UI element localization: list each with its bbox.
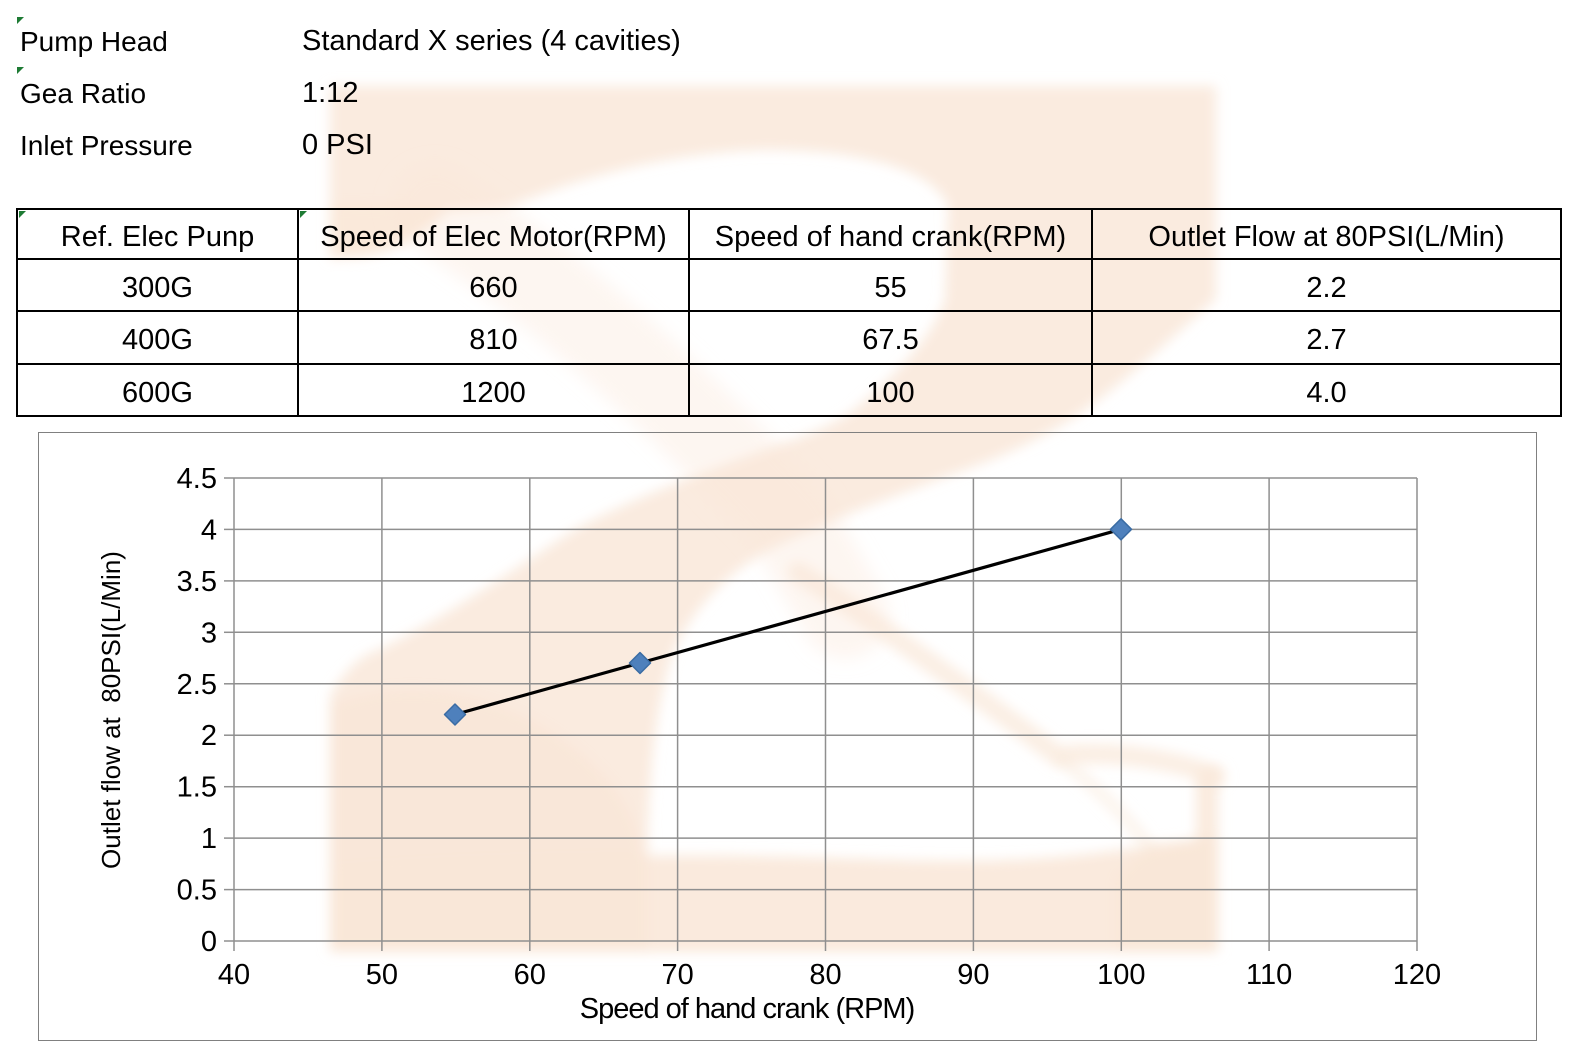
svg-text:100: 100: [1097, 959, 1145, 991]
svg-text:Outlet flow at 80PSI(L/Min): Outlet flow at 80PSI(L/Min): [96, 551, 126, 869]
svg-text:0.5: 0.5: [177, 875, 217, 907]
svg-text:1: 1: [201, 823, 217, 855]
svg-text:110: 110: [1246, 959, 1292, 991]
svg-text:4: 4: [201, 514, 217, 546]
svg-text:4.5: 4.5: [177, 463, 217, 495]
svg-text:60: 60: [514, 959, 546, 991]
svg-text:50: 50: [366, 959, 398, 991]
svg-text:40: 40: [218, 959, 250, 991]
svg-text:70: 70: [661, 959, 693, 991]
svg-text:3.5: 3.5: [177, 566, 217, 598]
svg-text:2.5: 2.5: [177, 669, 217, 701]
svg-text:Speed of hand crank (RPM): Speed of hand crank (RPM): [580, 993, 914, 1025]
svg-text:0: 0: [201, 926, 217, 958]
svg-text:1.5: 1.5: [177, 772, 217, 804]
svg-text:80: 80: [809, 959, 841, 991]
svg-text:120: 120: [1393, 959, 1441, 991]
svg-text:90: 90: [957, 959, 989, 991]
svg-text:2: 2: [201, 720, 217, 752]
svg-text:3: 3: [201, 617, 217, 649]
